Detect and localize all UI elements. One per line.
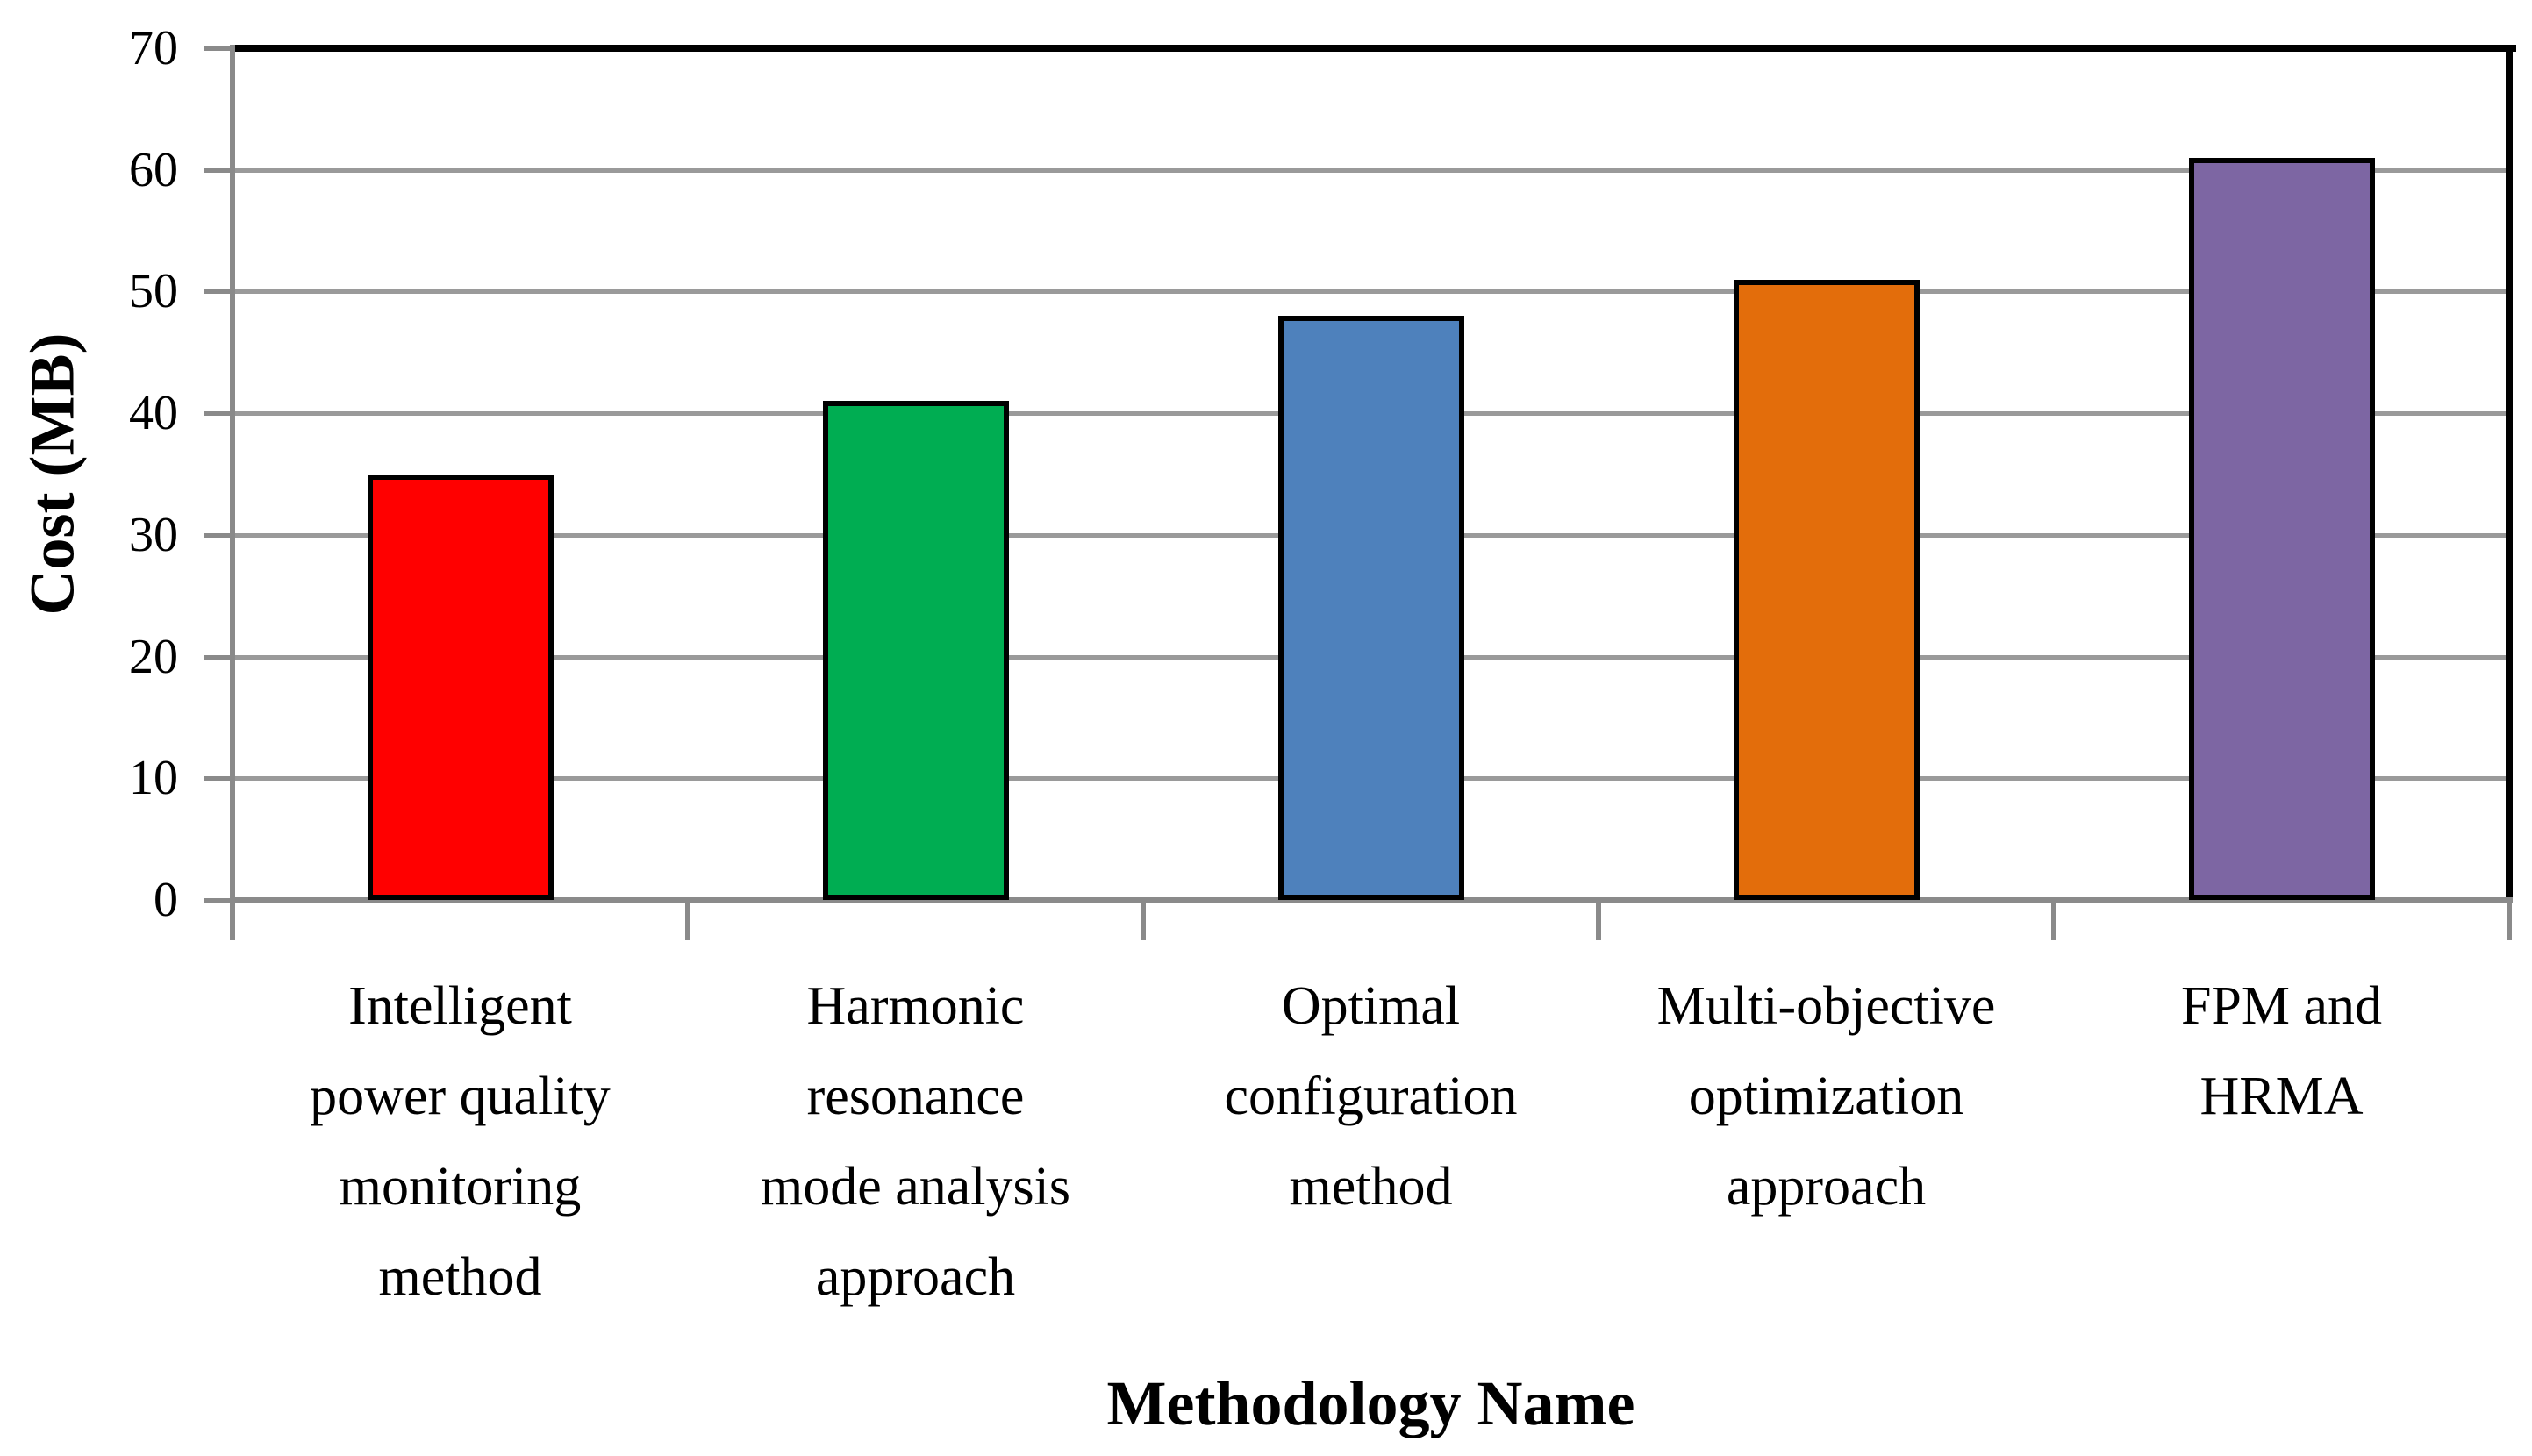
bar <box>822 401 1009 900</box>
x-axis-title: Methodology Name <box>1106 1368 1635 1438</box>
bar <box>2188 157 2375 900</box>
y-tick-label: 50 <box>129 264 178 319</box>
y-tick-label: 70 <box>129 21 178 75</box>
x-category-tick <box>2507 903 2512 940</box>
y-tick-label: 0 <box>154 873 178 927</box>
gridline <box>232 168 2509 173</box>
y-tick-mark <box>204 168 232 173</box>
y-tick-label: 60 <box>129 142 178 197</box>
plot-border-top <box>232 45 2516 52</box>
y-tick-label: 40 <box>129 386 178 441</box>
y-tick-label: 30 <box>129 507 178 562</box>
y-tick-mark <box>204 411 232 417</box>
gridline <box>232 289 2509 295</box>
y-tick-mark <box>204 654 232 660</box>
category-label: Harmonic resonance mode analysis approac… <box>761 976 1070 1307</box>
bar <box>1277 316 1464 900</box>
category-label: Multi-objective optimization approach <box>1656 976 1996 1217</box>
x-axis-line <box>232 897 2513 903</box>
x-category-tick <box>1596 903 1601 940</box>
y-axis-line <box>230 45 235 937</box>
plot-border-right <box>2506 45 2513 902</box>
y-tick-label: 20 <box>129 629 178 684</box>
bar <box>367 474 554 900</box>
y-tick-mark <box>204 46 232 51</box>
x-category-tick <box>2051 903 2056 940</box>
x-category-tick <box>685 903 690 940</box>
category-label: FPM and HRMA <box>2180 976 2383 1126</box>
x-category-tick <box>1141 903 1146 940</box>
x-category-tick <box>230 903 235 940</box>
y-tick-mark <box>204 532 232 538</box>
y-tick-label: 10 <box>129 751 178 806</box>
y-tick-mark <box>204 898 232 903</box>
y-tick-mark <box>204 776 232 782</box>
category-label: Optimal configuration method <box>1224 976 1518 1217</box>
category-label: Intelligent power quality monitoring met… <box>310 976 611 1307</box>
y-tick-mark <box>204 289 232 295</box>
bar <box>1733 279 1920 900</box>
